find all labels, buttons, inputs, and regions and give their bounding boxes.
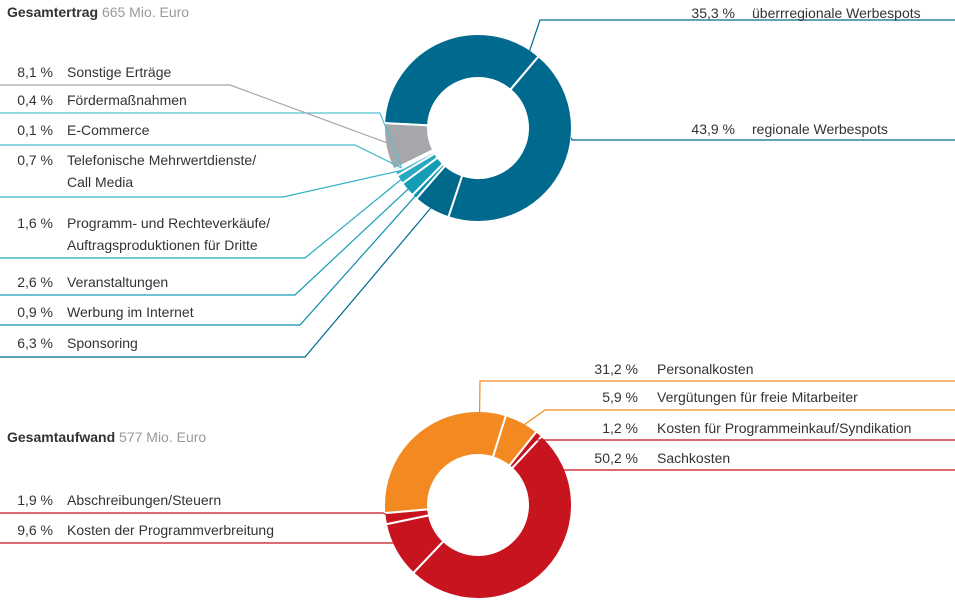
value-label: 9,6 % — [17, 522, 53, 538]
category-label: Kosten für Programmeinkauf/Syndikation — [657, 420, 912, 436]
category-label: Fördermaßnahmen — [67, 92, 187, 108]
leader-line — [526, 19, 955, 58]
donut-slice — [383, 508, 431, 526]
value-label: 50,2 % — [594, 450, 638, 466]
category-label: Sachkosten — [657, 450, 731, 466]
leader-line — [0, 183, 414, 296]
value-label: 2,6 % — [17, 274, 53, 290]
category-label: Personalkosten — [657, 361, 754, 377]
chart-subtitle: 577 Mio. Euro — [119, 429, 207, 445]
chart-title-block: Gesamtaufwand 577 Mio. Euro — [7, 429, 206, 445]
category-label: Vergütungen für freie Mitarbeiter — [657, 389, 858, 405]
leader-line — [517, 409, 955, 430]
category-label: Kosten der Programmverbreitung — [67, 522, 274, 538]
category-label: Abschreibungen/Steuern — [67, 492, 222, 508]
leader-line — [0, 512, 394, 519]
leader-line — [0, 112, 402, 168]
value-label: 31,2 % — [594, 361, 638, 377]
value-label: 5,9 % — [602, 389, 638, 405]
leader-line — [0, 169, 404, 198]
leader-line — [0, 174, 407, 259]
donut-slice — [383, 410, 508, 515]
value-label: 43,9 % — [691, 121, 735, 137]
leader-line — [0, 542, 404, 548]
category-label: Sonstige Erträge — [67, 64, 172, 80]
donut-slice — [411, 434, 573, 601]
category-label: Veranstaltungen — [67, 274, 169, 290]
value-label: 8,1 % — [17, 64, 53, 80]
leader-line — [541, 447, 955, 471]
category-label: Telefonische Mehrwertdienste/ Call Media — [67, 152, 257, 190]
value-label: 35,3 % — [691, 5, 735, 21]
value-label: 1,6 % — [17, 215, 53, 231]
category-label: Sponsoring — [67, 335, 138, 351]
value-label: 0,1 % — [17, 122, 53, 138]
donut-slice — [447, 54, 573, 223]
leader-line — [0, 84, 394, 146]
leader-line — [0, 202, 436, 358]
value-label: 6,3 % — [17, 335, 53, 351]
donut-slice — [383, 122, 435, 171]
value-label: 0,7 % — [17, 152, 53, 168]
leader-line — [478, 380, 955, 420]
value-label: 0,4 % — [17, 92, 53, 108]
leader-line — [0, 144, 403, 169]
donut-slice — [383, 33, 541, 127]
category-label: überrregionale Werbespots — [752, 5, 921, 21]
chart-subtitle: 665 Mio. Euro — [101, 4, 190, 20]
chart-title: Gesamtaufwand — [7, 429, 116, 445]
value-label: 1,9 % — [17, 492, 53, 508]
chart-title: Gesamtertrag — [7, 4, 99, 20]
category-label: Programm- und Rechteverkäufe/ Auftragspr… — [67, 215, 271, 253]
chart-title-block: Gesamtertrag 665 Mio. Euro — [7, 4, 189, 20]
leader-line — [570, 137, 955, 141]
value-label: 0,9 % — [17, 304, 53, 320]
category-label: regionale Werbespots — [752, 121, 888, 137]
category-label: Werbung im Internet — [67, 304, 194, 320]
category-label: E-Commerce — [67, 122, 150, 138]
leader-line — [0, 190, 421, 326]
value-label: 1,2 % — [602, 420, 638, 436]
